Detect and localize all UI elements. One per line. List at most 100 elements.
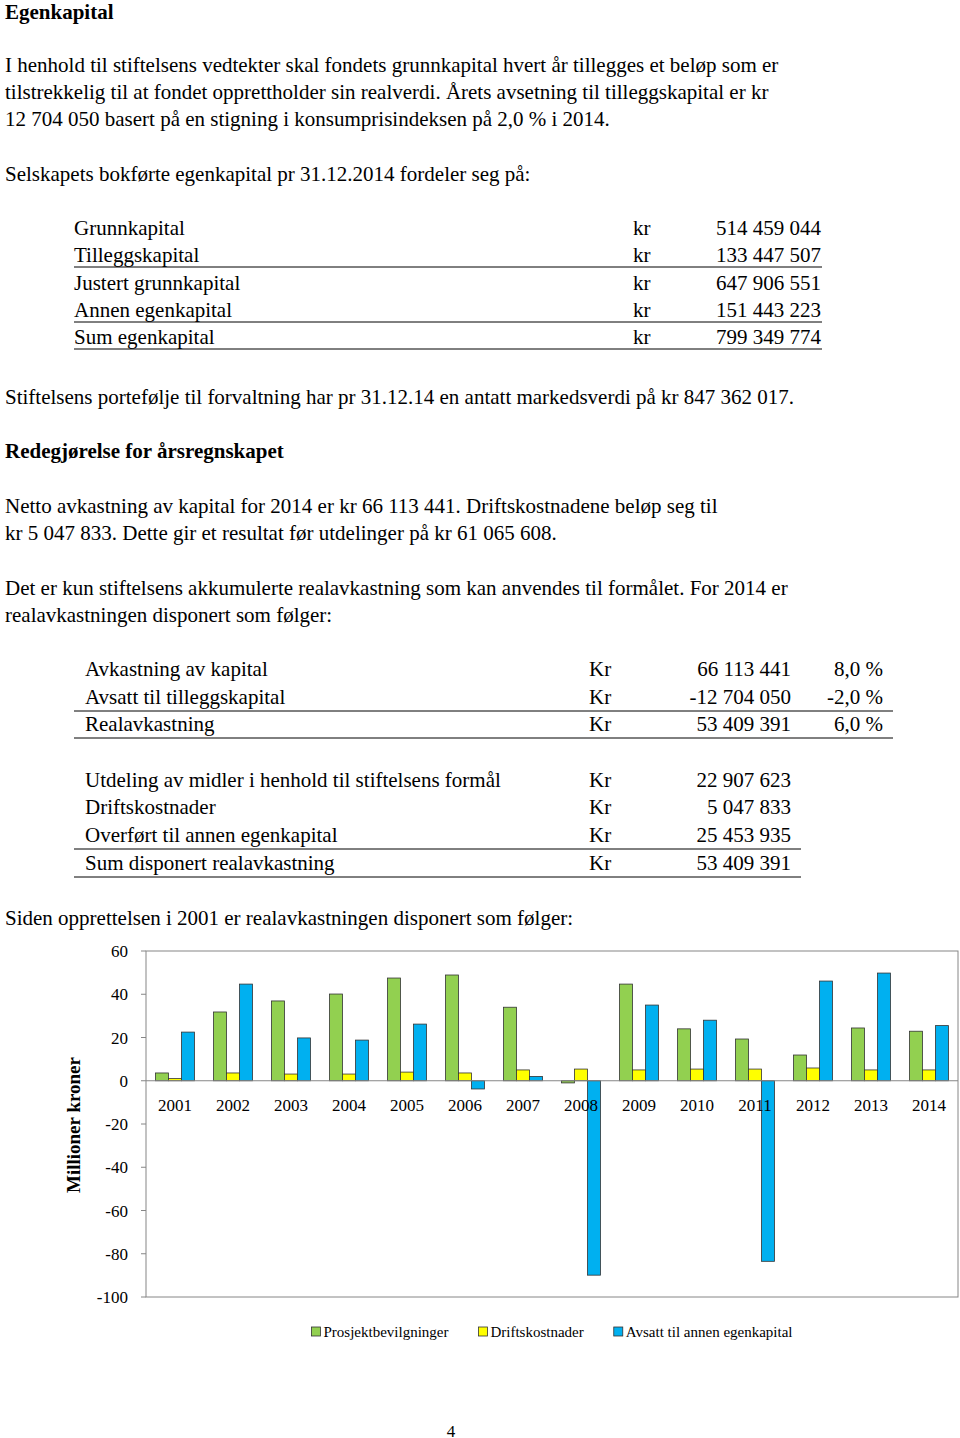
x-tick-label: 2009 <box>622 1096 656 1115</box>
table-amount: 22 907 623 <box>697 768 792 792</box>
table-amount: 514 459 044 <box>716 216 822 240</box>
table-label: Utdeling av midler i henhold til stiftel… <box>85 768 501 792</box>
table-label: Tilleggskapital <box>74 243 199 267</box>
table-currency: Kr <box>589 685 611 709</box>
bar <box>330 994 343 1081</box>
y-tick-label: -80 <box>105 1245 128 1264</box>
y-tick <box>141 994 146 995</box>
paragraph-line: Det er kun stiftelsens akkumulerte reala… <box>5 576 788 600</box>
y-tick-label: -20 <box>105 1115 128 1134</box>
paragraph-line: Selskapets bokførte egenkapital pr 31.12… <box>5 162 530 186</box>
bar <box>678 1029 691 1081</box>
y-tick <box>141 1124 146 1125</box>
table-rule <box>74 849 801 850</box>
table-amount: 53 409 391 <box>697 712 792 736</box>
bar <box>865 1070 878 1081</box>
bar <box>472 1081 485 1089</box>
x-tick-label: 2006 <box>448 1096 482 1115</box>
bar <box>459 1073 472 1081</box>
x-tick-label: 2002 <box>216 1096 250 1115</box>
bar <box>646 1005 659 1081</box>
y-tick <box>141 1080 146 1081</box>
table-label: Realavkastning <box>85 712 215 736</box>
x-tick-label: 2003 <box>274 1096 308 1115</box>
bar <box>923 1070 936 1081</box>
table-currency: kr <box>633 298 651 322</box>
table-rule <box>74 738 893 739</box>
paragraph-line: Stiftelsens portefølje til forvaltning h… <box>5 385 794 409</box>
bar <box>820 981 833 1081</box>
table-amount: 5 047 833 <box>707 795 791 819</box>
table-amount: 133 447 507 <box>716 243 821 267</box>
paragraph-line: realavkastningen disponert som følger: <box>5 603 332 627</box>
paragraph-line: kr 5 047 833. Dette gir et resultat før … <box>5 521 557 545</box>
table-label: Grunnkapital <box>74 216 185 240</box>
table-label: Sum egenkapital <box>74 325 215 349</box>
bar <box>401 1072 414 1081</box>
y-axis-label: Millioner kroner <box>63 1056 84 1193</box>
table-currency: Kr <box>589 768 611 792</box>
bar <box>298 1038 311 1081</box>
bar <box>794 1055 807 1081</box>
bar <box>878 973 891 1081</box>
category-axis <box>146 1080 958 1081</box>
y-tick-label: 40 <box>111 985 128 1004</box>
paragraph-line: 12 704 050 basert på en stigning i konsu… <box>5 107 610 131</box>
paragraph-line: I henhold til stiftelsens vedtekter skal… <box>5 53 778 77</box>
page-number: 4 <box>447 1422 456 1438</box>
paragraph-line: Netto avkastning av kapital for 2014 er … <box>5 494 718 518</box>
bar <box>936 1026 949 1081</box>
bar <box>504 1007 517 1081</box>
paragraph-line: tilstrekkelig til at fondet opprettholde… <box>5 80 768 104</box>
table-amount: 53 409 391 <box>697 851 792 875</box>
bar <box>388 978 401 1081</box>
page: EgenkapitalI henhold til stiftelsens ved… <box>0 0 960 1438</box>
table-percent: 6,0 % <box>834 712 883 736</box>
y-tick-label: 20 <box>111 1029 128 1048</box>
table-currency: Kr <box>589 823 611 847</box>
y-tick <box>141 1037 146 1038</box>
table-currency: Kr <box>589 795 611 819</box>
bar <box>749 1069 762 1081</box>
subheading: Redegjørelse for årsregnskapet <box>5 439 284 463</box>
x-tick-label: 2014 <box>912 1096 947 1115</box>
y-tick <box>141 1297 146 1298</box>
table-label: Justert grunnkapital <box>74 271 240 295</box>
bar <box>414 1024 427 1081</box>
x-tick-label: 2010 <box>680 1096 714 1115</box>
legend-swatch <box>311 1327 320 1336</box>
table-label: Driftskostnader <box>85 795 216 819</box>
bar <box>182 1032 195 1081</box>
bar <box>910 1031 923 1081</box>
table-rule <box>74 349 822 350</box>
table-currency: Kr <box>589 657 611 681</box>
y-tick-label: 0 <box>120 1072 129 1091</box>
table-rule <box>74 877 801 878</box>
y-tick-label: -60 <box>105 1202 128 1221</box>
table-label: Avsatt til tilleggskapital <box>85 685 285 709</box>
bar <box>156 1073 169 1081</box>
bar <box>272 1001 285 1081</box>
table-percent: 8,0 % <box>834 657 883 681</box>
x-tick-label: 2004 <box>332 1096 367 1115</box>
legend-label: Driftskostnader <box>490 1324 583 1340</box>
table-amount: -12 704 050 <box>690 685 792 709</box>
bar <box>620 984 633 1081</box>
legend-swatch <box>478 1327 487 1336</box>
table-amount: 66 113 441 <box>697 657 791 681</box>
chart: -100-80-60-40-200204060Millioner kroner2… <box>63 942 958 1340</box>
table-currency: kr <box>633 271 651 295</box>
bar <box>343 1074 356 1081</box>
table-label: Annen egenkapital <box>74 298 232 322</box>
bar <box>736 1039 749 1081</box>
table-amount: 25 453 935 <box>697 823 792 847</box>
table-rule <box>74 711 893 712</box>
table-currency: Kr <box>589 851 611 875</box>
table-currency: kr <box>633 216 651 240</box>
table-amount: 647 906 551 <box>716 271 821 295</box>
x-tick-label: 2008 <box>564 1096 598 1115</box>
y-tick-label: -100 <box>97 1288 128 1307</box>
x-tick-label: 2001 <box>158 1096 192 1115</box>
bar <box>240 984 253 1081</box>
bar <box>517 1070 530 1081</box>
